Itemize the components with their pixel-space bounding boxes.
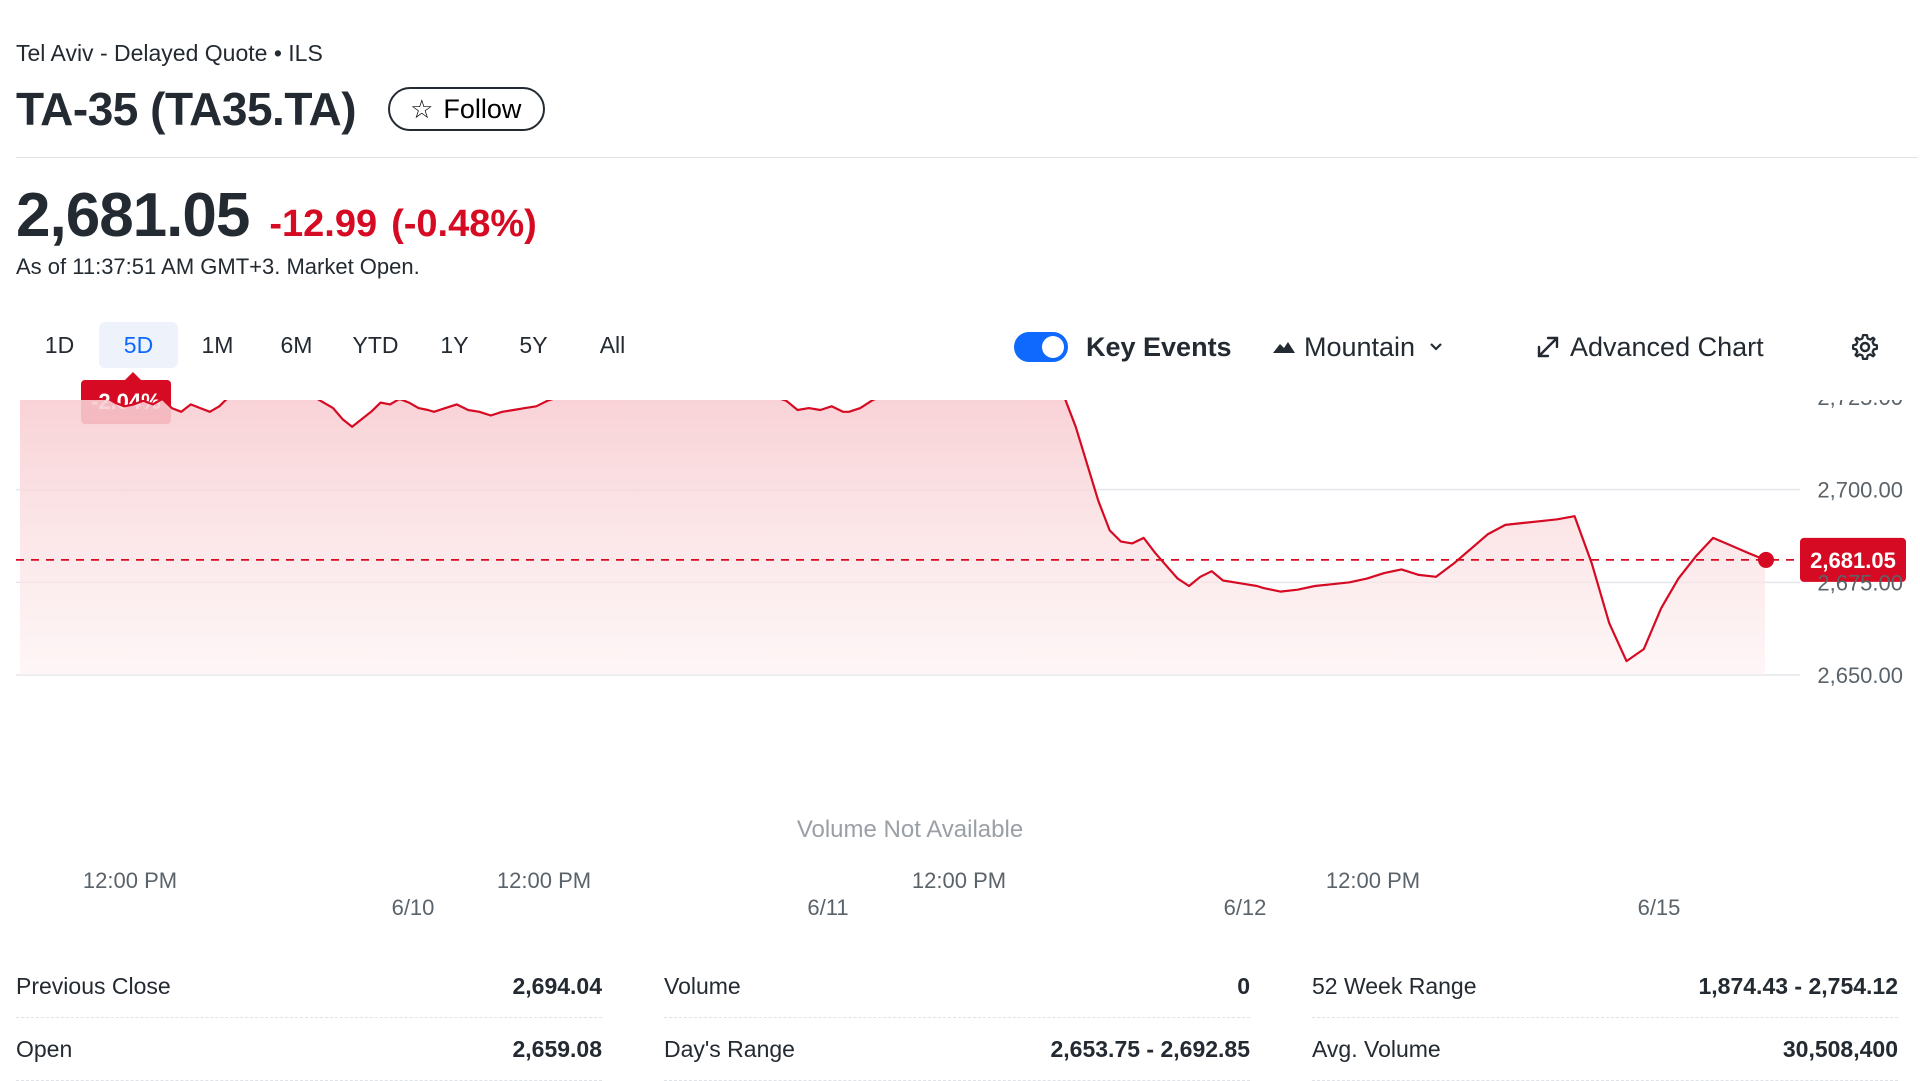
advanced-chart-label: Advanced Chart — [1570, 331, 1764, 362]
range-tab-5y[interactable]: 5Y — [519, 331, 548, 358]
stats-column-2: Volume 0 Day's Range 2,653.75 - 2,692.85 — [664, 955, 1250, 1081]
key-events-toggle[interactable] — [1014, 332, 1068, 362]
y-tick-label: 2,725.00 — [1817, 400, 1903, 410]
follow-button[interactable]: ☆ Follow — [388, 87, 546, 131]
key-events-label: Key Events — [1086, 331, 1232, 362]
range-tab-ytd[interactable]: YTD — [352, 331, 399, 358]
y-tick-label: 2,675.00 — [1817, 570, 1903, 595]
chart-type-dropdown[interactable]: Mountain — [1272, 326, 1443, 368]
current-price-dot — [1758, 551, 1774, 568]
advanced-chart-button[interactable]: Advanced Chart — [1536, 326, 1764, 368]
chevron-down-icon — [1430, 343, 1442, 351]
toggle-knob — [1042, 336, 1064, 358]
x-time-label: 12:00 PM — [497, 868, 591, 893]
stat-value: 2,653.75 - 2,692.85 — [1050, 1035, 1251, 1062]
x-time-label: 12:00 PM — [1326, 868, 1420, 893]
range-tabs: 1D 5D 1M 6M YTD 1Y 5Y All — [20, 322, 652, 368]
ticker-title: TA-35 (TA35.TA) — [16, 83, 357, 135]
range-tab-1d[interactable]: 1D — [44, 331, 75, 358]
stat-label: 52 Week Range — [1312, 972, 1477, 999]
price-area — [20, 400, 1765, 675]
stat-row: Volume 0 — [664, 955, 1250, 1018]
stat-row: Open 2,659.08 — [16, 1018, 602, 1081]
follow-label: Follow — [443, 93, 522, 124]
volume-not-available: Volume Not Available — [797, 816, 1023, 843]
stat-value: 0 — [1237, 972, 1250, 999]
price-change-percent: (-0.48%) — [391, 203, 537, 245]
stat-value: 1,874.43 - 2,754.12 — [1698, 972, 1899, 999]
mountain-icon — [1273, 342, 1295, 353]
header-divider — [16, 157, 1918, 158]
x-time-label: 12:00 PM — [912, 868, 1006, 893]
y-tick-label: 2,700.00 — [1817, 478, 1903, 503]
price-change: -12.99 — [269, 203, 378, 245]
price-chart[interactable]: 2,681.05 2,650.00 2,675.00 2,700.00 2,725.0… — [0, 400, 1920, 945]
stat-row: Avg. Volume 30,508,400 — [1312, 1018, 1898, 1081]
current-price-tag: 2,681.05 — [1800, 537, 1906, 582]
expand-icon — [1537, 336, 1559, 358]
range-tab-6m[interactable]: 6M — [280, 331, 313, 358]
stats-column-3: 52 Week Range 1,874.43 - 2,754.12 Avg. Vo… — [1312, 955, 1898, 1081]
x-date-label: 6/10 — [392, 895, 435, 920]
current-price-tag-bg — [1800, 537, 1906, 582]
current-price: 2,681.05 — [16, 181, 250, 250]
stat-value: 30,508,400 — [1782, 1035, 1898, 1062]
stat-row: Day's Range 2,653.75 - 2,692.85 — [664, 1018, 1250, 1081]
x-date-label: 6/11 — [807, 895, 848, 920]
exchange-info: Tel Aviv - Delayed Quote • ILS — [16, 40, 323, 66]
stat-label: Avg. Volume — [1312, 1035, 1441, 1062]
x-time-label: 12:00 PM — [83, 868, 177, 893]
stats-column-1: Previous Close 2,694.04 Open 2,659.08 — [16, 955, 602, 1081]
stat-value: 2,659.08 — [512, 1035, 602, 1062]
stat-row: Previous Close 2,694.04 — [16, 955, 602, 1018]
gear-icon — [1852, 334, 1878, 360]
key-events-toggle-group: Key Events — [1014, 326, 1232, 368]
quote-timestamp: As of 11:37:51 AM GMT+3. Market Open. — [16, 254, 420, 279]
current-price-tag-text: 2,681.05 — [1810, 548, 1896, 573]
title-row: TA-35 (TA35.TA) ☆ Follow — [16, 82, 546, 136]
chart-settings-button[interactable] — [1850, 326, 1880, 368]
stat-label: Day's Range — [664, 1035, 795, 1062]
price-row: 2,681.05 -12.99 (-0.48%) — [16, 180, 537, 251]
star-icon: ☆ — [410, 94, 434, 124]
chart-type-label: Mountain — [1304, 331, 1416, 362]
range-tab-1y[interactable]: 1Y — [440, 331, 469, 358]
stat-label: Volume — [664, 972, 741, 999]
range-tab-all[interactable]: All — [599, 331, 626, 358]
stat-label: Previous Close — [16, 972, 171, 999]
stat-label: Open — [16, 1035, 73, 1062]
price-line — [108, 400, 1766, 663]
x-date-label: 6/12 — [1224, 895, 1267, 920]
y-tick-label: 2,650.00 — [1817, 663, 1903, 688]
stat-row: 52 Week Range 1,874.43 - 2,754.12 — [1312, 955, 1898, 1018]
range-tab-5d[interactable]: 5D — [99, 322, 178, 368]
stat-value: 2,694.04 — [512, 972, 602, 999]
range-tab-1m[interactable]: 1M — [201, 331, 234, 358]
x-date-label: 6/15 — [1638, 895, 1681, 920]
